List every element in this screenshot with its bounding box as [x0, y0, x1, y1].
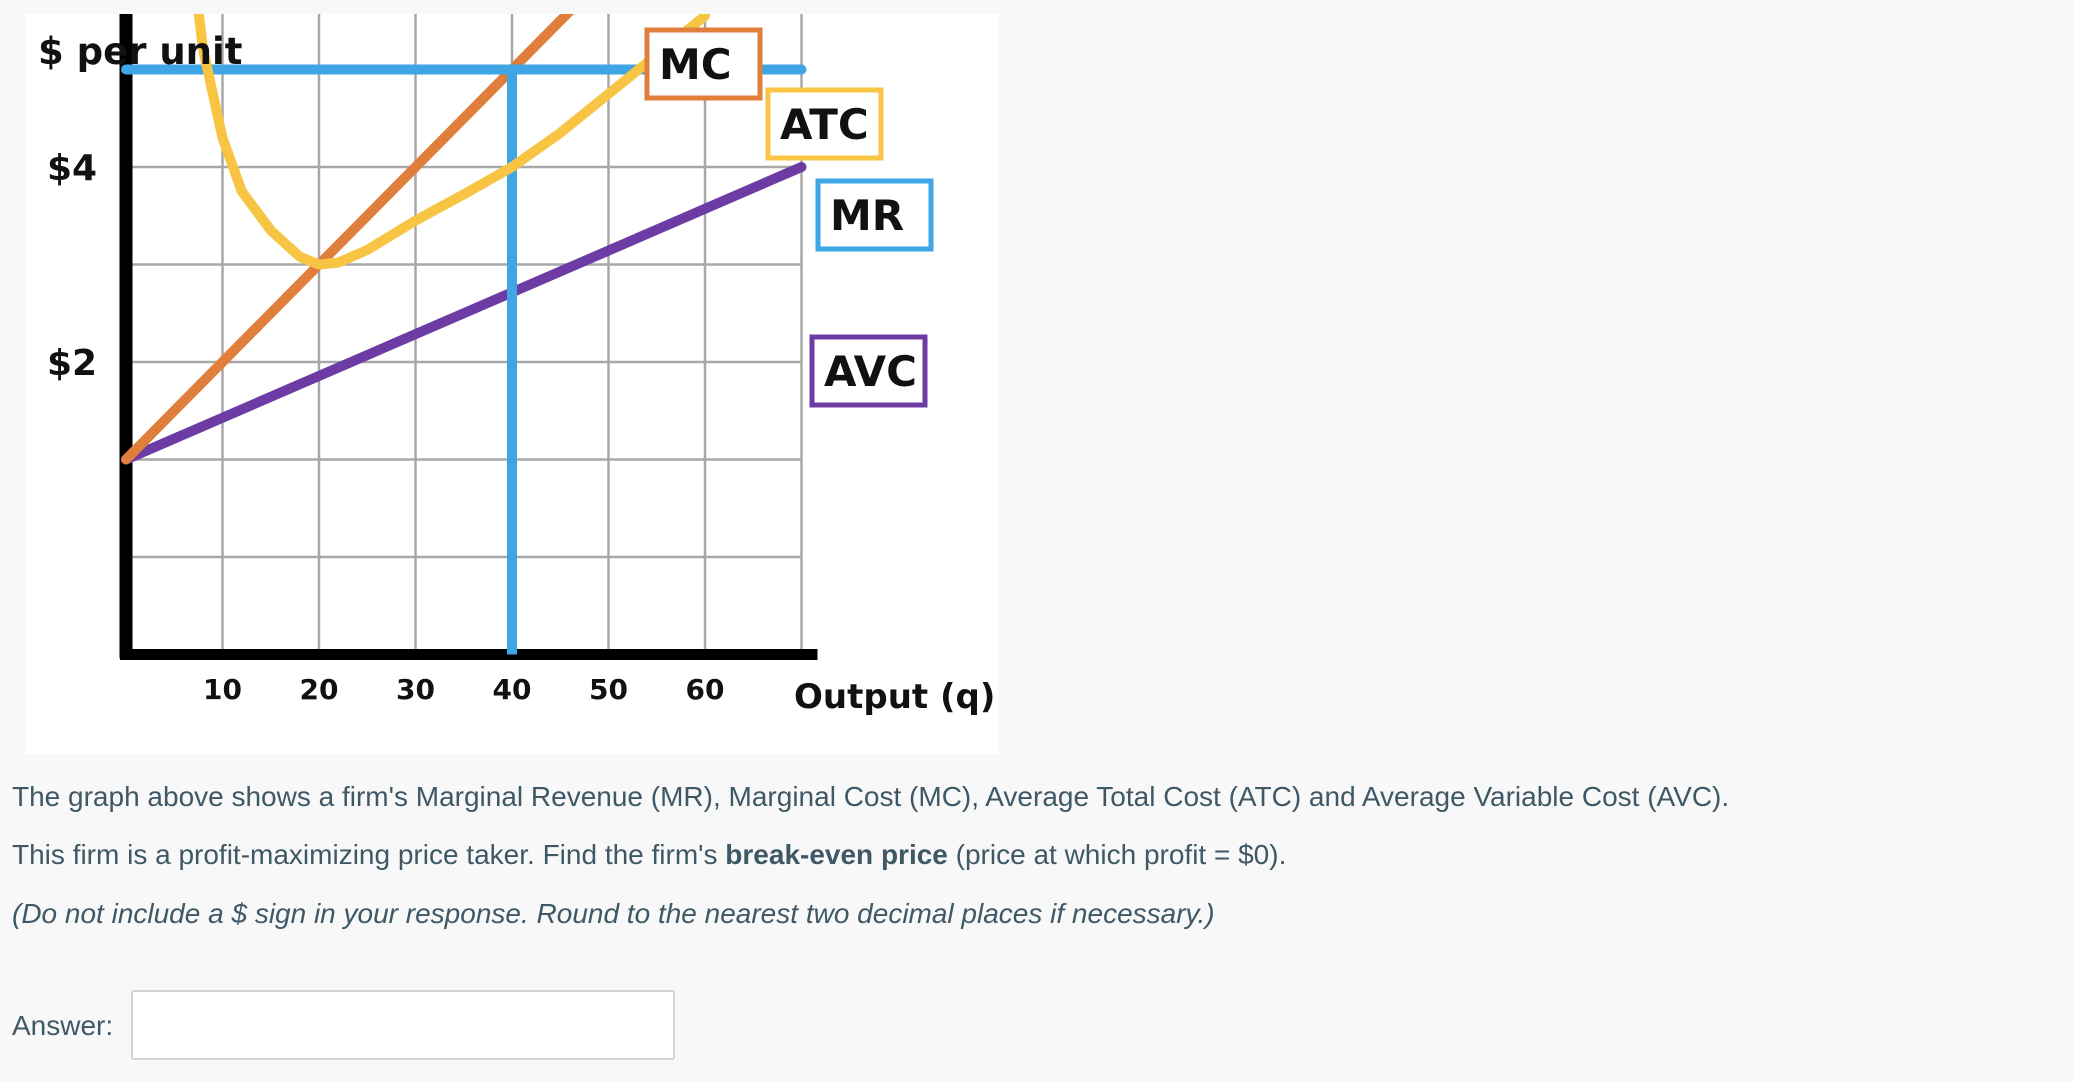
question-line-2-end: (price at which profit = $0).: [947, 839, 1287, 870]
break-even-price-emphasis: break-even price: [725, 839, 948, 870]
y-axis-title: $ per unit: [38, 30, 242, 73]
x-tick-label: 60: [686, 673, 725, 706]
avc-label: AVC: [824, 347, 917, 396]
x-tick-label: 10: [203, 673, 242, 706]
question-line-2-start: This firm is a profit-maximizing price t…: [12, 839, 726, 870]
chart-panel: MC ATC MR AVC $ per unit $4 $2 10 20 30 40 50 60 Outp…: [26, 14, 998, 754]
question-instructions: (Do not include a $ sign in your respons…: [12, 898, 1215, 929]
answer-input[interactable]: [131, 990, 675, 1060]
question-line-1: The graph above shows a firm's Marginal …: [12, 781, 1730, 812]
cost-curves-chart: MC ATC MR AVC $ per unit $4 $2 10 20 30 40 50 60 Outp…: [38, 14, 995, 717]
y-tick-label: $4: [47, 148, 97, 189]
x-tick-label: 50: [589, 673, 628, 706]
mr-label: MR: [830, 191, 904, 240]
mc-label: MC: [659, 40, 732, 89]
atc-label-box: [765, 87, 884, 161]
x-tick-label: 30: [396, 673, 435, 706]
atc-label: ATC: [780, 100, 869, 149]
x-tick-label: 40: [493, 673, 532, 706]
mc-curve: [121, 14, 574, 465]
avc-label-box: [809, 334, 928, 408]
mr-label-box: [815, 178, 934, 252]
x-axis-title: Output (q): [794, 677, 995, 717]
x-tick-label: 20: [300, 673, 339, 706]
y-tick-label: $2: [47, 343, 97, 384]
answer-label: Answer:: [12, 1010, 114, 1041]
avc-curve: [121, 162, 807, 465]
atc-curve: [193, 14, 710, 270]
question-line-2: This firm is a profit-maximizing price t…: [12, 838, 1286, 872]
mc-label-box: [644, 27, 763, 101]
